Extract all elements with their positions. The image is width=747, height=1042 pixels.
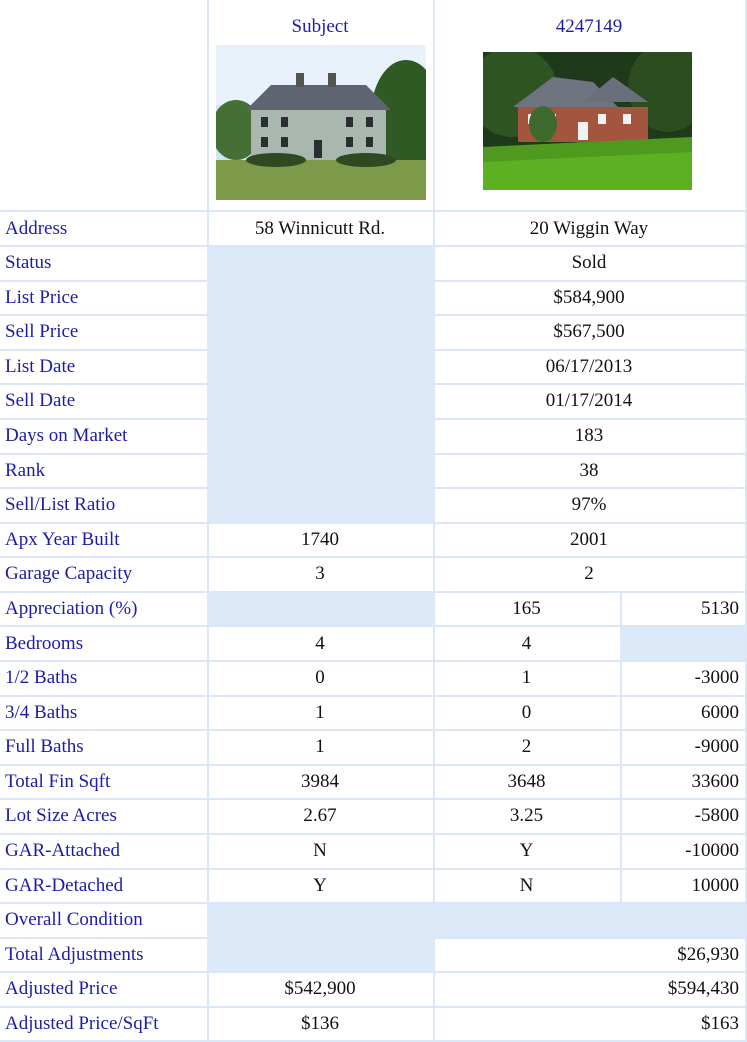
comparable-photo: [483, 52, 692, 190]
subject-value: 4: [207, 627, 435, 662]
row-label: Adjusted Price: [0, 973, 209, 1008]
comp-value: 4: [433, 627, 622, 662]
comp-value: 06/17/2013: [433, 350, 747, 385]
comp-value: 2: [433, 558, 747, 593]
row-label: Appreciation (%): [0, 592, 209, 627]
subject-value: [207, 592, 435, 627]
comp-value: $584,900: [433, 281, 747, 316]
subject-value: [207, 247, 435, 282]
subject-value: 3984: [207, 765, 435, 800]
row-label: 1/2 Baths: [0, 662, 209, 697]
adjustment: 33600: [620, 765, 747, 800]
row-label: GAR-Attached: [0, 835, 209, 870]
comp-value: 1: [433, 662, 622, 697]
comp-total: $26,930: [433, 938, 747, 973]
comp-value: 20 Wiggin Way: [433, 212, 747, 247]
adjustment: 6000: [620, 696, 747, 731]
subject-value: N: [207, 835, 435, 870]
comp-value: 2: [433, 731, 622, 766]
subject-value: [207, 281, 435, 316]
row-label: Adjusted Price/SqFt: [0, 1007, 209, 1042]
subject-photo: [216, 45, 426, 200]
subject-value: [207, 385, 435, 420]
subject-value: 0: [207, 662, 435, 697]
comp-value: 0: [433, 696, 622, 731]
subject-value: 1: [207, 731, 435, 766]
row-label: Rank: [0, 454, 209, 489]
row-label: Full Baths: [0, 731, 209, 766]
row-label: Status: [0, 247, 209, 282]
comp-value: 183: [433, 420, 747, 455]
comp-value: 165: [433, 592, 622, 627]
subject-value: $542,900: [207, 973, 435, 1008]
subject-value: [207, 454, 435, 489]
row-label: Total Adjustments: [0, 938, 209, 973]
adjustment: 5130: [620, 592, 747, 627]
adjustment: -9000: [620, 731, 747, 766]
subject-value: [207, 489, 435, 524]
comp-value: 2001: [433, 523, 747, 558]
row-label: Bedrooms: [0, 627, 209, 662]
comp-value: Sold: [433, 247, 747, 282]
row-label: Sell/List Ratio: [0, 489, 209, 524]
adjustment: [620, 904, 747, 939]
row-label: Lot Size Acres: [0, 800, 209, 835]
adjustment: -3000: [620, 662, 747, 697]
comp-value: 01/17/2014: [433, 385, 747, 420]
row-label: Address: [0, 212, 209, 247]
subject-value: 3: [207, 558, 435, 593]
comp-value: 97%: [433, 489, 747, 524]
header-blank: [0, 0, 209, 212]
comp-total: $594,430: [433, 973, 747, 1008]
adjustment: 10000: [620, 869, 747, 904]
subject-value: Y: [207, 869, 435, 904]
row-label: List Price: [0, 281, 209, 316]
adjustment: -5800: [620, 800, 747, 835]
row-label: GAR-Detached: [0, 869, 209, 904]
row-label: Apx Year Built: [0, 523, 209, 558]
comparison-sheet: Subject 4247149 Address58 Winnicutt Rd.2…: [0, 0, 747, 1042]
subject-value: [207, 350, 435, 385]
subject-value: 58 Winnicutt Rd.: [207, 212, 435, 247]
comp-value: Y: [433, 835, 622, 870]
comp-value: $567,500: [433, 316, 747, 351]
row-label: List Date: [0, 350, 209, 385]
comp-value: 38: [433, 454, 747, 489]
comp-value: 3648: [433, 765, 622, 800]
subject-value: [207, 316, 435, 351]
row-label: 3/4 Baths: [0, 696, 209, 731]
row-label: Overall Condition: [0, 904, 209, 939]
comp-value: N: [433, 869, 622, 904]
comp-value: [433, 904, 622, 939]
subject-value: 2.67: [207, 800, 435, 835]
subject-value: [207, 420, 435, 455]
adjustment: -10000: [620, 835, 747, 870]
row-label: Total Fin Sqft: [0, 765, 209, 800]
comp-value: 3.25: [433, 800, 622, 835]
subject-value: $136: [207, 1007, 435, 1042]
row-label: Sell Price: [0, 316, 209, 351]
subject-value: [207, 904, 435, 939]
row-label: Sell Date: [0, 385, 209, 420]
adjustment: [620, 627, 747, 662]
subject-value: 1: [207, 696, 435, 731]
subject-value: [207, 938, 435, 973]
comp-total: $163: [433, 1007, 747, 1042]
subject-value: 1740: [207, 523, 435, 558]
row-label: Garage Capacity: [0, 558, 209, 593]
row-label: Days on Market: [0, 420, 209, 455]
